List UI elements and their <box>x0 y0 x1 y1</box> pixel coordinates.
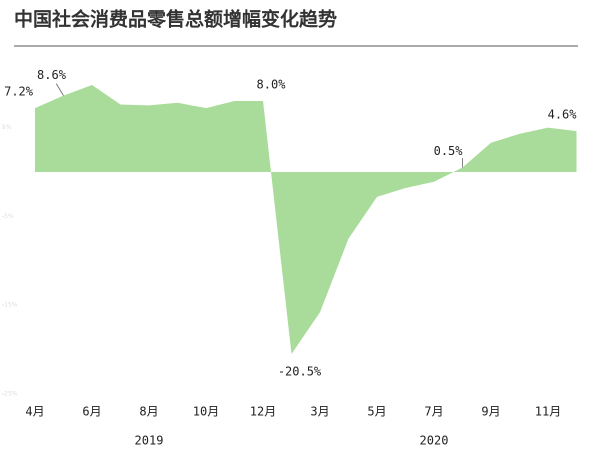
y-tick-label: 5% <box>2 124 12 131</box>
data-label: -20.5% <box>278 365 322 379</box>
chart-title: 中国社会消费品零售总额增幅变化趋势 <box>14 8 337 31</box>
y-tick-label: -15% <box>2 302 18 309</box>
y-tick-label: -5% <box>2 213 14 220</box>
area <box>35 84 577 355</box>
x-tick-label: 3月 <box>310 405 329 419</box>
x-tick-label: 4月 <box>25 405 44 419</box>
data-label: 0.5% <box>434 144 464 158</box>
data-label: 8.6% <box>37 68 67 82</box>
data-label: 7.2% <box>4 85 34 99</box>
x-tick-label: 9月 <box>481 405 500 419</box>
x-tick-label: 10月 <box>193 405 219 419</box>
x-tick-label: 12月 <box>250 405 276 419</box>
x-group-label: 2020 <box>420 434 449 448</box>
x-group-label: 2019 <box>135 434 164 448</box>
data-label: 8.0% <box>257 77 287 91</box>
x-tick-label: 8月 <box>139 405 158 419</box>
x-tick-label: 6月 <box>82 405 101 419</box>
y-tick-label: -25% <box>2 391 18 398</box>
data-label: 4.6% <box>548 108 578 122</box>
x-tick-label: 5月 <box>367 405 386 419</box>
x-tick-label: 7月 <box>424 405 443 419</box>
x-tick-label: 11月 <box>535 405 561 419</box>
leader-line <box>55 83 64 96</box>
